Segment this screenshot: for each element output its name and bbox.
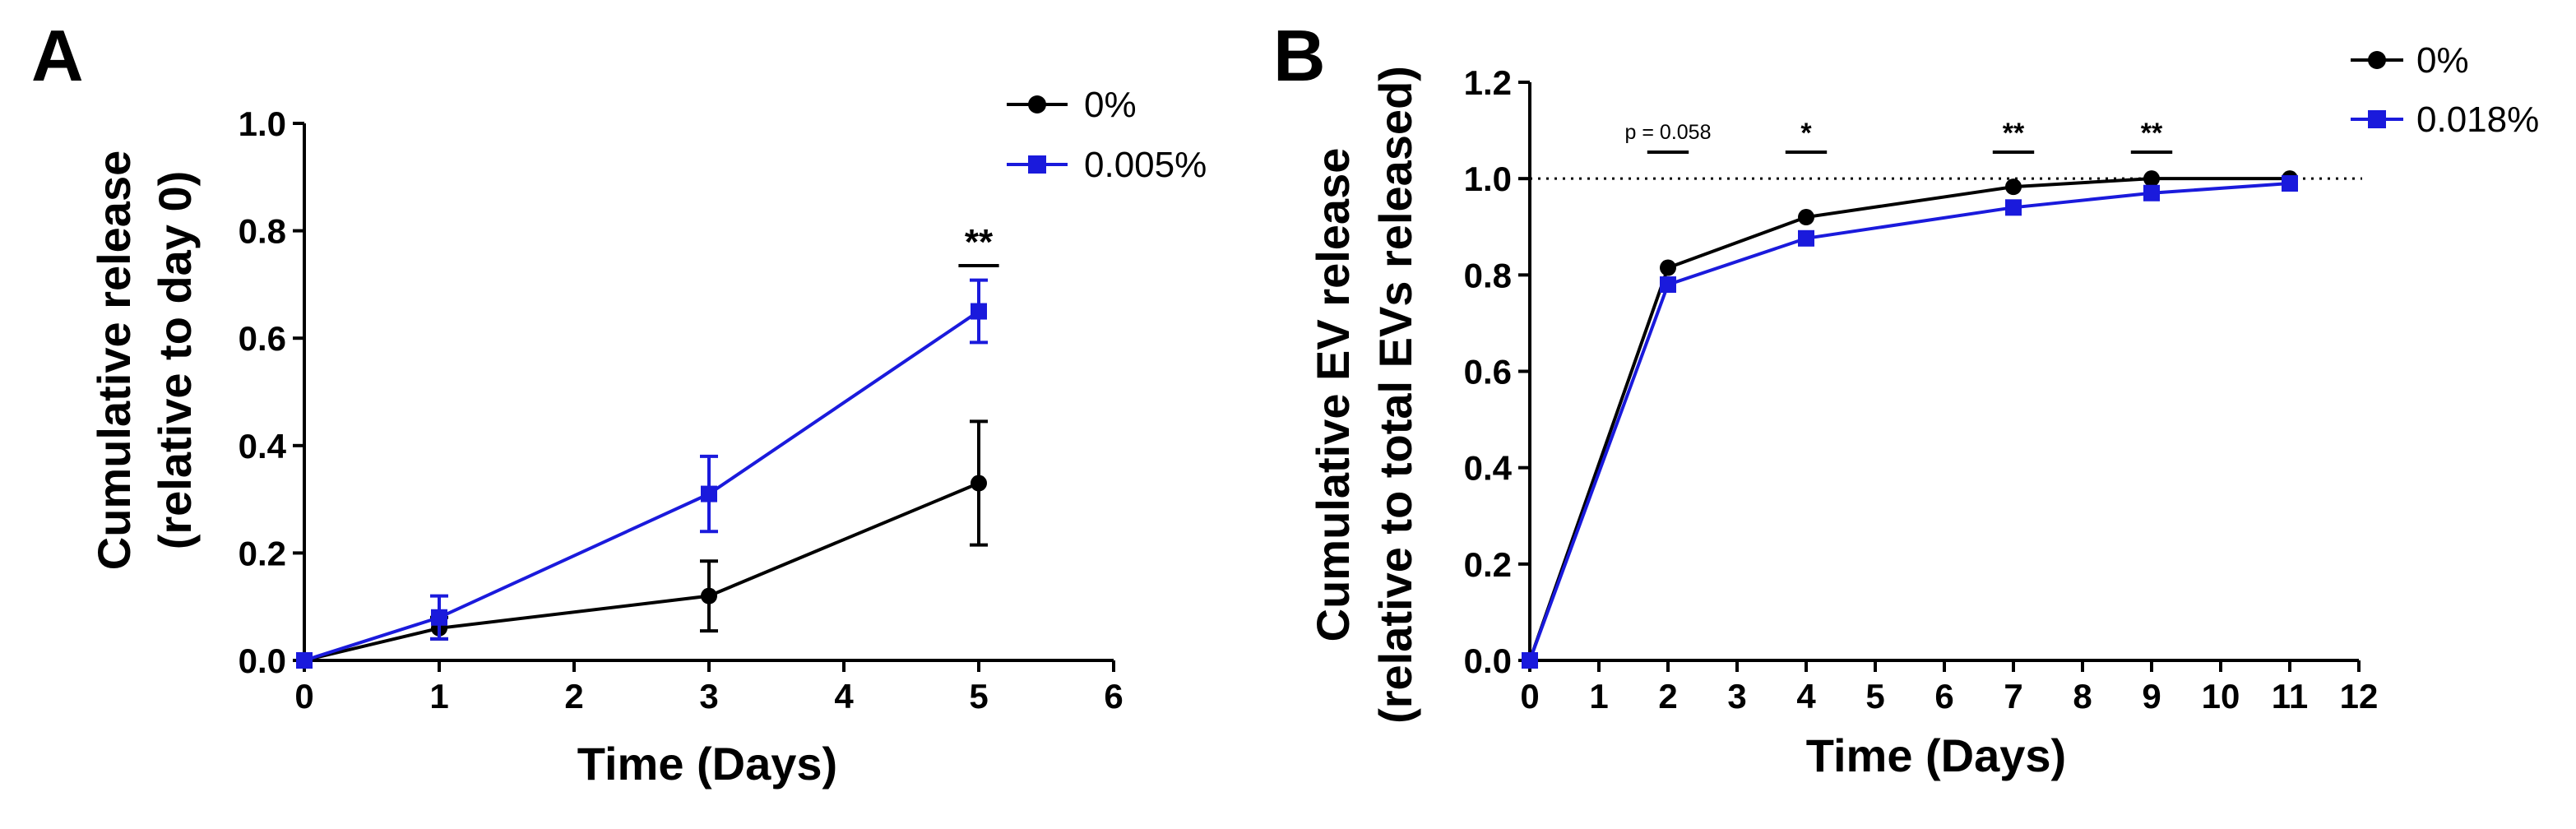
data-point-black-a (701, 587, 717, 604)
y-axis-title-b-line1: Cumulative EV release (1307, 148, 1359, 642)
y-tick-label-a: 0.2 (239, 534, 286, 572)
x-tick-label-b: 6 (1934, 677, 1953, 716)
x-tick-label-a: 6 (1104, 677, 1123, 716)
x-tick-label-b: 10 (2202, 677, 2240, 716)
y-tick-label-b: 0.8 (1464, 256, 1512, 294)
significance-label-b: ** (2003, 118, 2025, 149)
x-tick-label-a: 4 (834, 677, 854, 716)
axes-b: 0.00.20.40.60.81.01.20 1 2 3 4 5 6 7 8 9 10 11 12 (1464, 63, 2379, 716)
data-point-blue-a (971, 303, 987, 320)
x-tick-label-b: 3 (1727, 677, 1746, 716)
data-point-black-b (1660, 259, 1676, 276)
x-axis-title-a: Time (Days) (577, 738, 837, 790)
legend-a: 0% 0.005% (1007, 85, 1207, 185)
x-tick-label-a: 5 (969, 677, 988, 716)
y-tick-label-a: 0.8 (239, 212, 286, 251)
x-tick-label-a: 1 (429, 677, 448, 716)
x-tick-label-b: 7 (2004, 677, 2022, 716)
legend-label-0pct-a: 0% (1084, 85, 1137, 125)
x-tick-label-b: 12 (2340, 677, 2379, 716)
y-tick-label-b: 0.2 (1464, 545, 1512, 584)
legend-label-0018pct-b: 0.018% (2416, 100, 2539, 140)
data-point-black-b (2005, 178, 2022, 196)
y-tick-label-b: 0.4 (1464, 449, 1513, 488)
series-line-black-a (303, 481, 980, 662)
data-point-blue-b (1522, 652, 1538, 669)
panel-letter-b: B (1273, 15, 1326, 96)
data-point-black-a (971, 475, 987, 492)
panel-letter-a: A (31, 15, 84, 96)
series-line-black-b (1528, 177, 2290, 661)
legend-label-0005pct-a: 0.005% (1084, 145, 1207, 185)
x-tick-label-b: 9 (2142, 677, 2161, 716)
y-tick-label-a: 0.6 (239, 319, 286, 358)
data-point-blue-a (431, 609, 447, 626)
data-point-blue-b (1660, 276, 1676, 294)
axes-a: 0.0 0.2 0.4 0.6 0.8 1.0 0 1 2 3 4 5 6 (239, 104, 1124, 716)
plot-area-a: ** (296, 222, 999, 669)
y-tick-label-a: 1.0 (239, 104, 286, 143)
x-tick-label-b: 11 (2272, 677, 2308, 716)
data-point-black-b (1798, 209, 1814, 226)
y-tick-label-a: 0.0 (239, 641, 286, 680)
series-line-blue-b (1528, 182, 2291, 661)
panel-b: B Cumulative EV release (relative to tot… (1273, 15, 2539, 781)
x-tick-label-b: 0 (1520, 677, 1539, 716)
x-tick-label-a: 0 (294, 677, 313, 716)
panel-a: A Cumulative release (relative to day 0)… (31, 15, 1207, 790)
legend-b: 0% 0.018% (2351, 40, 2539, 140)
y-tick-label-b: 0.6 (1464, 353, 1512, 391)
data-point-blue-b (2005, 199, 2022, 216)
legend-marker-square-a (1028, 155, 1046, 174)
y-axis-title-a-line1: Cumulative release (88, 151, 140, 570)
data-point-black-b (2143, 170, 2160, 188)
legend-marker-circle-a (1028, 95, 1046, 113)
significance-label-b: p = 0.058 (1625, 121, 1712, 144)
x-tick-label-b: 8 (2073, 677, 2092, 716)
data-point-blue-a (296, 652, 313, 669)
y-axis-title-a-line2: (relative to day 0) (149, 171, 201, 550)
x-axis-title-b: Time (Days) (1806, 729, 2066, 781)
significance-label-a: ** (965, 222, 994, 262)
y-tick-label-a: 0.4 (239, 427, 287, 465)
x-tick-label-b: 1 (1589, 677, 1608, 716)
y-tick-label-b: 1.2 (1464, 63, 1512, 102)
legend-label-0pct-b: 0% (2416, 40, 2469, 81)
x-tick-label-b: 2 (1658, 677, 1677, 716)
data-point-blue-b (2143, 184, 2160, 201)
y-tick-label-b: 1.0 (1464, 160, 1512, 198)
legend-marker-square-b (2368, 110, 2386, 128)
data-point-blue-b (2282, 175, 2298, 192)
x-tick-label-b: 4 (1796, 677, 1816, 716)
data-point-blue-b (1798, 229, 1814, 247)
series-line-blue-a (303, 309, 980, 662)
significance-label-b: * (1800, 118, 1812, 149)
significance-label-b: ** (2141, 118, 2163, 149)
plot-area-b: p = 0.058 * ** ** (1522, 118, 2362, 669)
y-tick-label-b: 0.0 (1464, 641, 1512, 680)
x-tick-label-a: 3 (699, 677, 718, 716)
y-axis-title-b-line2: (relative to total EVs released) (1369, 66, 1421, 724)
x-tick-label-b: 5 (1865, 677, 1884, 716)
x-tick-label-a: 2 (564, 677, 583, 716)
legend-marker-circle-b (2368, 51, 2386, 69)
data-point-blue-a (701, 485, 717, 502)
